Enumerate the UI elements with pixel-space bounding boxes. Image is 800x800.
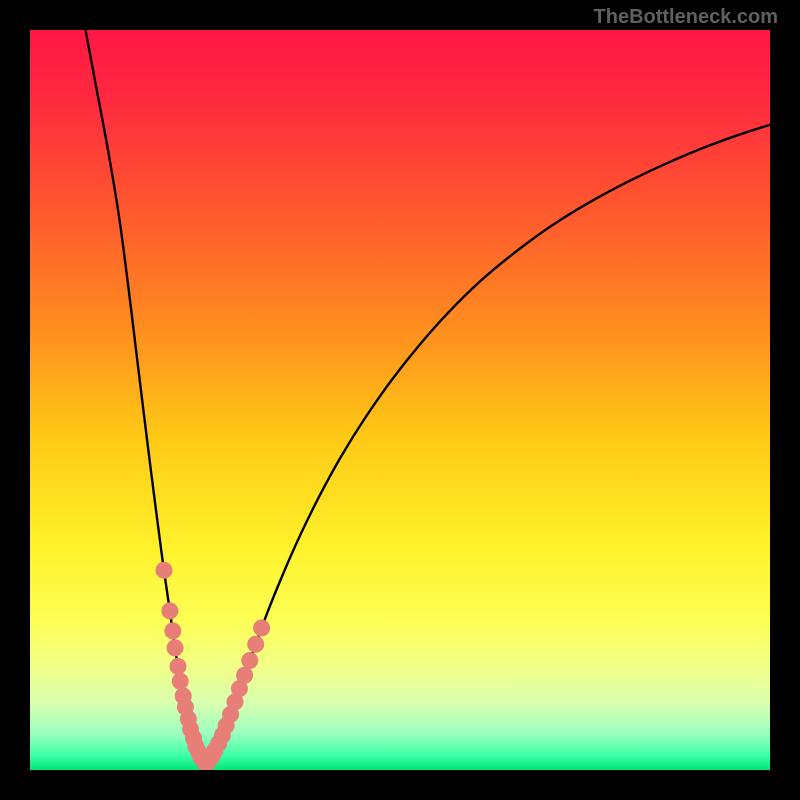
- plot-area: [30, 30, 770, 770]
- marker-dot: [241, 652, 258, 669]
- marker-dot: [236, 667, 253, 684]
- marker-dot: [164, 622, 181, 639]
- marker-dot: [155, 562, 172, 579]
- marker-dot: [161, 602, 178, 619]
- marker-dot: [247, 636, 264, 653]
- marker-dot: [170, 658, 187, 675]
- chart-stage: TheBottleneck.com: [0, 0, 800, 800]
- marker-dot: [253, 619, 270, 636]
- marker-dot: [167, 639, 184, 656]
- chart-svg: [30, 30, 770, 770]
- attribution-text: TheBottleneck.com: [594, 6, 778, 29]
- marker-dot: [172, 673, 189, 690]
